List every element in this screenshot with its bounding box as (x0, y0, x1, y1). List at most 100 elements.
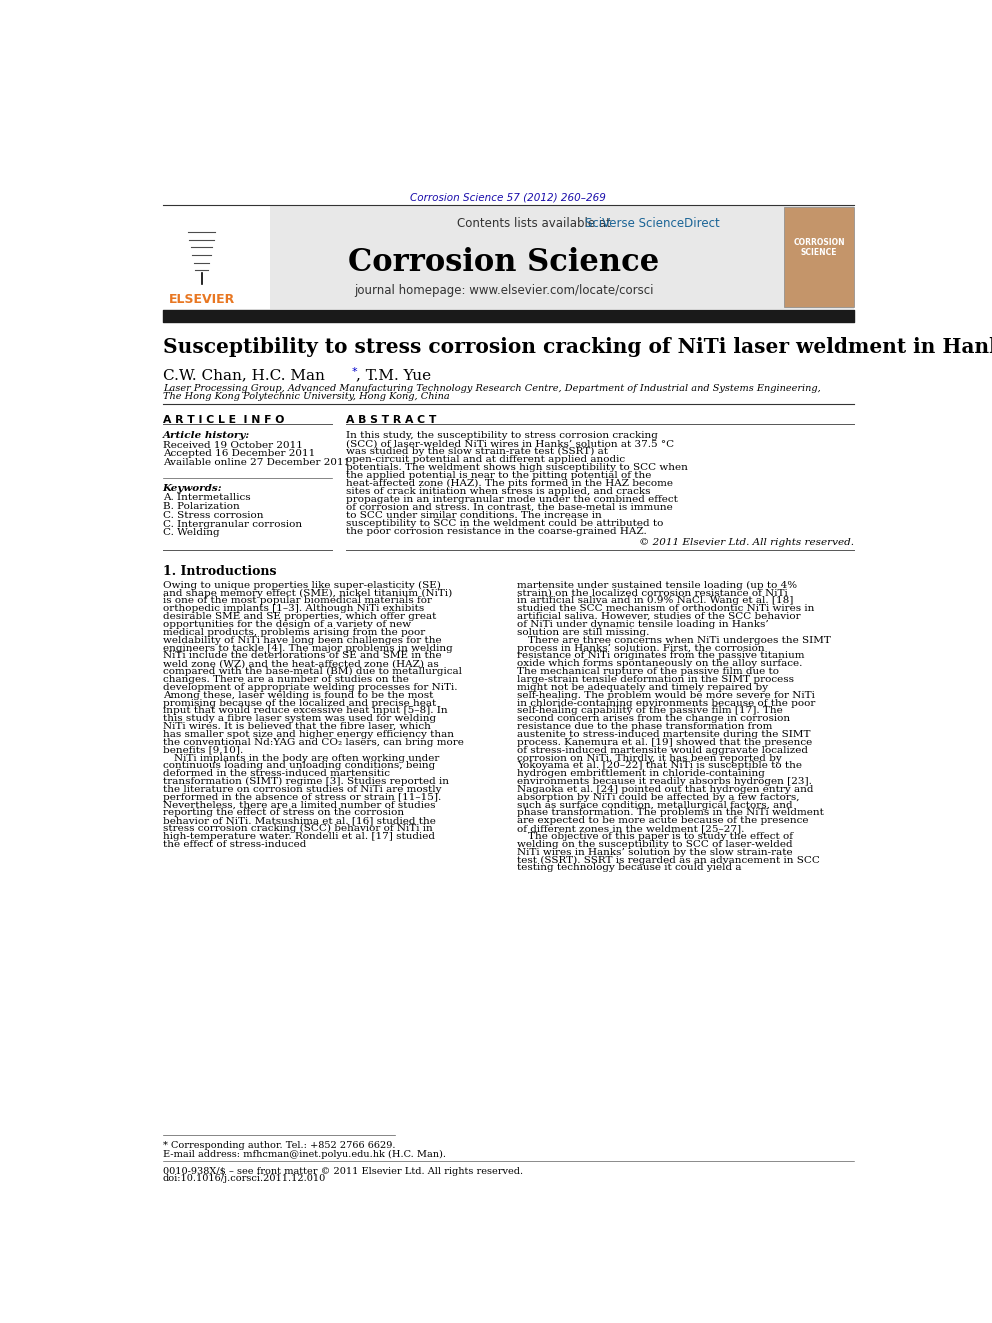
Text: test (SSRT). SSRT is regarded as an advancement in SCC: test (SSRT). SSRT is regarded as an adva… (517, 856, 819, 865)
Text: of different zones in the weldment [25–27].: of different zones in the weldment [25–2… (517, 824, 744, 833)
Text: A B S T R A C T: A B S T R A C T (345, 415, 436, 425)
Text: Available online 27 December 2011: Available online 27 December 2011 (163, 458, 350, 467)
Text: A. Intermetallics: A. Intermetallics (163, 493, 250, 501)
Text: process in Hanks’ solution. First, the corrosion: process in Hanks’ solution. First, the c… (517, 643, 765, 652)
Text: Received 19 October 2011: Received 19 October 2011 (163, 441, 303, 450)
Text: and shape memory effect (SME), nickel titanium (NiTi): and shape memory effect (SME), nickel ti… (163, 589, 452, 598)
Text: C. Stress corrosion: C. Stress corrosion (163, 511, 263, 520)
Text: propagate in an intergranular mode under the combined effect: propagate in an intergranular mode under… (345, 495, 678, 504)
Text: environments because it readily absorbs hydrogen [23].: environments because it readily absorbs … (517, 777, 811, 786)
Text: desirable SME and SE properties, which offer great: desirable SME and SE properties, which o… (163, 613, 436, 620)
Text: opportunities for the design of a variety of new: opportunities for the design of a variet… (163, 620, 411, 628)
Text: C. Intergranular corrosion: C. Intergranular corrosion (163, 520, 302, 528)
Text: phase transformation. The problems in the NiTi weldment: phase transformation. The problems in th… (517, 808, 823, 818)
Text: large-strain tensile deformation in the SIMT process: large-strain tensile deformation in the … (517, 675, 794, 684)
Text: Susceptibility to stress corrosion cracking of NiTi laser weldment in Hanks’ sol: Susceptibility to stress corrosion crack… (163, 337, 992, 357)
Text: NiTi wires in Hanks’ solution by the slow strain-rate: NiTi wires in Hanks’ solution by the slo… (517, 848, 793, 857)
Text: *: * (352, 366, 357, 377)
Text: are expected to be more acute because of the presence: are expected to be more acute because of… (517, 816, 808, 826)
Text: martensite under sustained tensile loading (up to 4%: martensite under sustained tensile loadi… (517, 581, 797, 590)
Text: austenite to stress-induced martensite during the SIMT: austenite to stress-induced martensite d… (517, 730, 810, 740)
Text: Keywords:: Keywords: (163, 484, 222, 492)
Text: C.W. Chan, H.C. Man: C.W. Chan, H.C. Man (163, 368, 324, 382)
Text: E-mail address: mfhcman@inet.polyu.edu.hk (H.C. Man).: E-mail address: mfhcman@inet.polyu.edu.h… (163, 1150, 445, 1159)
Text: changes. There are a number of studies on the: changes. There are a number of studies o… (163, 675, 409, 684)
Text: Corrosion Science: Corrosion Science (348, 247, 660, 278)
Text: might not be adequately and timely repaired by: might not be adequately and timely repai… (517, 683, 768, 692)
Text: Accepted 16 December 2011: Accepted 16 December 2011 (163, 448, 315, 458)
Text: welding on the susceptibility to SCC of laser-welded: welding on the susceptibility to SCC of … (517, 840, 793, 849)
Text: the effect of stress-induced: the effect of stress-induced (163, 840, 307, 849)
Text: * Corresponding author. Tel.: +852 2766 6629.: * Corresponding author. Tel.: +852 2766 … (163, 1142, 395, 1150)
Text: benefits [9,10].: benefits [9,10]. (163, 746, 243, 754)
Text: Nevertheless, there are a limited number of studies: Nevertheless, there are a limited number… (163, 800, 435, 810)
Text: SciVerse ScienceDirect: SciVerse ScienceDirect (585, 217, 720, 230)
Text: doi:10.1016/j.corsci.2011.12.010: doi:10.1016/j.corsci.2011.12.010 (163, 1175, 326, 1183)
Text: of corrosion and stress. In contrast, the base-metal is immune: of corrosion and stress. In contrast, th… (345, 503, 673, 512)
Text: this study a fibre laser system was used for welding: this study a fibre laser system was used… (163, 714, 435, 724)
Text: 0010-938X/$ – see front matter © 2011 Elsevier Ltd. All rights reserved.: 0010-938X/$ – see front matter © 2011 El… (163, 1167, 523, 1176)
Text: self-healing. The problem would be more severe for NiTi: self-healing. The problem would be more … (517, 691, 814, 700)
Text: solution are still missing.: solution are still missing. (517, 628, 650, 636)
Text: in chloride-containing environments because of the poor: in chloride-containing environments beca… (517, 699, 815, 708)
Text: Corrosion Science 57 (2012) 260–269: Corrosion Science 57 (2012) 260–269 (411, 193, 606, 202)
Text: the poor corrosion resistance in the coarse-grained HAZ.: the poor corrosion resistance in the coa… (345, 527, 647, 536)
Text: testing technology because it could yield a: testing technology because it could yiel… (517, 864, 741, 872)
Text: CORROSION
SCIENCE: CORROSION SCIENCE (794, 238, 845, 257)
Text: In this study, the susceptibility to stress corrosion cracking: In this study, the susceptibility to str… (345, 431, 658, 441)
Text: weldability of NiTi have long been challenges for the: weldability of NiTi have long been chall… (163, 635, 441, 644)
Text: oxide which forms spontaneously on the alloy surface.: oxide which forms spontaneously on the a… (517, 659, 803, 668)
Text: engineers to tackle [4]. The major problems in welding: engineers to tackle [4]. The major probl… (163, 643, 452, 652)
Text: Among these, laser welding is found to be the most: Among these, laser welding is found to b… (163, 691, 434, 700)
Text: continuous loading and unloading conditions, being: continuous loading and unloading conditi… (163, 761, 435, 770)
Text: stress corrosion cracking (SCC) behavior of NiTi in: stress corrosion cracking (SCC) behavior… (163, 824, 433, 833)
Text: in artificial saliva and in 0.9% NaCl. Wang et al. [18]: in artificial saliva and in 0.9% NaCl. W… (517, 597, 794, 606)
Text: NiTi implants in the body are often working under: NiTi implants in the body are often work… (174, 754, 439, 762)
Text: second concern arises from the change in corrosion: second concern arises from the change in… (517, 714, 790, 724)
Text: The Hong Kong Polytechnic University, Hong Kong, China: The Hong Kong Polytechnic University, Ho… (163, 392, 449, 401)
Text: NiTi wires. It is believed that the fibre laser, which: NiTi wires. It is believed that the fibr… (163, 722, 431, 732)
Text: deformed in the stress-induced martensitic: deformed in the stress-induced martensit… (163, 769, 390, 778)
Text: C. Welding: C. Welding (163, 528, 219, 537)
Text: to SCC under similar conditions. The increase in: to SCC under similar conditions. The inc… (345, 511, 601, 520)
Bar (785, 206, 854, 307)
Text: studied the SCC mechanism of orthodontic NiTi wires in: studied the SCC mechanism of orthodontic… (517, 605, 814, 614)
Text: resistance due to the phase transformation from: resistance due to the phase transformati… (517, 722, 773, 732)
Text: B. Polarization: B. Polarization (163, 501, 239, 511)
Text: There are three concerns when NiTi undergoes the SIMT: There are three concerns when NiTi under… (528, 635, 830, 644)
Text: was studied by the slow strain-rate test (SSRT) at: was studied by the slow strain-rate test… (345, 447, 608, 456)
Text: of NiTi under dynamic tensile loading in Hanks’: of NiTi under dynamic tensile loading in… (517, 620, 769, 628)
Text: Contents lists available at: Contents lists available at (457, 217, 615, 230)
Text: NiTi include the deteriorations of SE and SME in the: NiTi include the deteriorations of SE an… (163, 651, 441, 660)
Text: The mechanical rupture of the passive film due to: The mechanical rupture of the passive fi… (517, 667, 779, 676)
Text: of stress-induced martensite would aggravate localized: of stress-induced martensite would aggra… (517, 746, 807, 754)
Text: Article history:: Article history: (163, 431, 250, 441)
Text: development of appropriate welding processes for NiTi.: development of appropriate welding proce… (163, 683, 457, 692)
Text: corrosion on NiTi. Thirdly, it has been reported by: corrosion on NiTi. Thirdly, it has been … (517, 754, 782, 762)
Text: Nagaoka et al. [24] pointed out that hydrogen entry and: Nagaoka et al. [24] pointed out that hyd… (517, 785, 813, 794)
Text: © 2011 Elsevier Ltd. All rights reserved.: © 2011 Elsevier Ltd. All rights reserved… (639, 538, 854, 548)
Text: absorption by NiTi could be affected by a few factors,: absorption by NiTi could be affected by … (517, 792, 800, 802)
Text: orthopedic implants [1–3]. Although NiTi exhibits: orthopedic implants [1–3]. Although NiTi… (163, 605, 424, 614)
Text: ELSEVIER: ELSEVIER (169, 292, 235, 306)
Text: journal homepage: www.elsevier.com/locate/corsci: journal homepage: www.elsevier.com/locat… (354, 284, 654, 298)
Text: artificial saliva. However, studies of the SCC behavior: artificial saliva. However, studies of t… (517, 613, 801, 620)
Text: the applied potential is near to the pitting potential of the: the applied potential is near to the pit… (345, 471, 651, 480)
Bar (163, 206, 270, 308)
Text: performed in the absence of stress or strain [11–15].: performed in the absence of stress or st… (163, 792, 441, 802)
Text: resistance of NiTi originates from the passive titanium: resistance of NiTi originates from the p… (517, 651, 805, 660)
Text: behavior of NiTi. Matsushima et al. [16] studied the: behavior of NiTi. Matsushima et al. [16]… (163, 816, 435, 826)
Text: promising because of the localized and precise heat: promising because of the localized and p… (163, 699, 436, 708)
Text: such as surface condition, metallurgical factors, and: such as surface condition, metallurgical… (517, 800, 793, 810)
Text: , T.M. Yue: , T.M. Yue (356, 368, 432, 382)
Text: open-circuit potential and at different applied anodic: open-circuit potential and at different … (345, 455, 625, 464)
Text: self-healing capability of the passive film [17]. The: self-healing capability of the passive f… (517, 706, 783, 716)
Text: process. Kanemura et al. [19] showed that the presence: process. Kanemura et al. [19] showed tha… (517, 738, 812, 746)
Text: compared with the base-metal (BM) due to metallurgical: compared with the base-metal (BM) due to… (163, 667, 461, 676)
Text: A R T I C L E  I N F O: A R T I C L E I N F O (163, 415, 284, 425)
Text: (SCC) of laser-welded NiTi wires in Hanks’ solution at 37.5 °C: (SCC) of laser-welded NiTi wires in Hank… (345, 439, 674, 448)
Bar (163, 206, 854, 308)
Text: strain) on the localized corrosion resistance of NiTi: strain) on the localized corrosion resis… (517, 589, 788, 598)
Text: Owing to unique properties like super-elasticity (SE): Owing to unique properties like super-el… (163, 581, 440, 590)
Text: is one of the most popular biomedical materials for: is one of the most popular biomedical ma… (163, 597, 432, 606)
